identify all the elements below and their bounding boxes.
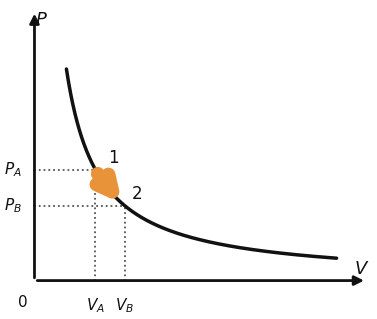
Text: P: P — [36, 11, 47, 29]
Text: 1: 1 — [108, 149, 119, 167]
Text: $V_B$: $V_B$ — [115, 296, 134, 315]
Text: V: V — [354, 260, 367, 278]
Text: $P_A$: $P_A$ — [4, 160, 22, 179]
Text: 2: 2 — [132, 185, 142, 203]
Text: 0: 0 — [18, 295, 28, 310]
Text: $P_B$: $P_B$ — [4, 196, 22, 215]
Text: $V_A$: $V_A$ — [86, 296, 105, 315]
